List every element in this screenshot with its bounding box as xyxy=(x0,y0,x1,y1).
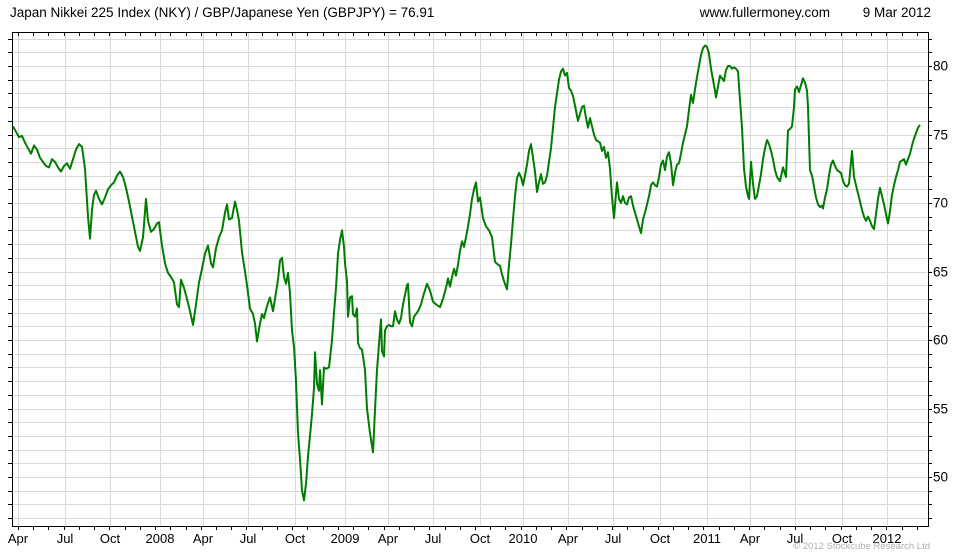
x-tick-label: Apr xyxy=(557,531,579,546)
x-tick-label: 2010 xyxy=(508,531,538,546)
y-tick-label: 80 xyxy=(933,58,949,74)
x-tick-label: 2009 xyxy=(330,531,360,546)
y-tick-label: 75 xyxy=(933,127,949,142)
x-tick-label: Oct xyxy=(284,531,306,546)
x-tick-label: 2012 xyxy=(872,531,902,546)
x-tick-label: Apr xyxy=(377,531,399,546)
x-tick-label: Apr xyxy=(7,531,29,546)
page-title: Japan Nikkei 225 Index (NKY) / GBP/Japan… xyxy=(10,5,435,20)
vertical-gridlines xyxy=(18,33,888,525)
axis-tick-marks xyxy=(8,32,932,530)
x-tick-label: Oct xyxy=(469,531,491,546)
x-tick-label: Jul xyxy=(424,531,442,546)
series-nky-gbpjpy xyxy=(12,44,921,502)
y-tick-label: 60 xyxy=(933,332,949,348)
x-tick-label: Jul xyxy=(56,531,74,546)
copyright-notice: © 2012 Stockcube Research Ltd xyxy=(793,541,930,552)
x-tick-label: Oct xyxy=(649,531,671,546)
x-tick-label: Apr xyxy=(192,531,214,546)
plot-border xyxy=(12,32,929,527)
x-tick-label: Oct xyxy=(831,531,853,546)
x-tick-label: Oct xyxy=(99,531,121,546)
plot-frame xyxy=(12,32,929,527)
y-tick-label: 55 xyxy=(933,401,949,416)
x-tick-label: 2008 xyxy=(145,531,175,546)
price-line xyxy=(12,44,921,502)
x-tick-label: Apr xyxy=(739,531,761,546)
horizontal-gridlines xyxy=(13,39,927,519)
x-tick-label: Jul xyxy=(604,531,622,546)
chart-date: 9 Mar 2012 xyxy=(862,5,931,20)
x-tick-label: 2011 xyxy=(693,531,721,546)
x-tick-label: Jul xyxy=(786,531,804,546)
y-tick-label: 50 xyxy=(933,469,949,485)
y-tick-label: 70 xyxy=(933,195,949,211)
y-tick-label: 65 xyxy=(933,264,949,279)
x-tick-label: Jul xyxy=(239,531,257,546)
watermark-url: www.fullermoney.com xyxy=(699,5,830,20)
